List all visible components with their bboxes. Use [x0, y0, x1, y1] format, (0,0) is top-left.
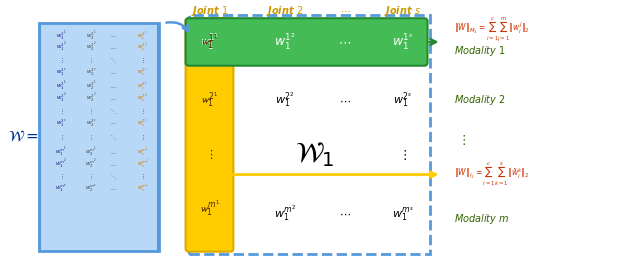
- Text: $w_c^{2^s}$: $w_c^{2^s}$: [138, 117, 148, 129]
- Text: Joint $1$: Joint $1$: [191, 4, 228, 18]
- Text: $w_c^{m^2}$: $w_c^{m^2}$: [137, 158, 149, 171]
- Text: $\vdots$: $\vdots$: [59, 134, 63, 142]
- Text: $w_2^{m^2}$: $w_2^{m^2}$: [85, 158, 97, 171]
- Text: $\vdots$: $\vdots$: [88, 172, 93, 181]
- Text: $\ddots$: $\ddots$: [111, 56, 117, 65]
- Text: $\vdots$: $\vdots$: [205, 148, 214, 161]
- Text: $\ddots$: $\ddots$: [111, 107, 117, 116]
- Text: $w_1^{1^s}$: $w_1^{1^s}$: [56, 67, 67, 78]
- Text: $\vdots$: $\vdots$: [457, 133, 466, 147]
- FancyBboxPatch shape: [186, 18, 234, 252]
- Text: $\|W\|_{M_1}=\sum_{i=1}^{c}\sum_{j=1}^{m}\|w_i^j\|_2$: $\|W\|_{M_1}=\sum_{i=1}^{c}\sum_{j=1}^{m…: [454, 15, 531, 43]
- Text: $w_1^{m^s}$: $w_1^{m^s}$: [392, 205, 413, 223]
- Text: $w_2^{1^2}$: $w_2^{1^2}$: [86, 41, 97, 54]
- Text: $w_1^{2^2}$: $w_1^{2^2}$: [56, 92, 67, 105]
- Text: $w_1^{2^1}$: $w_1^{2^1}$: [56, 80, 67, 93]
- Text: $w_1^{1^2}$: $w_1^{1^2}$: [56, 41, 67, 54]
- Text: $\cdots$: $\cdots$: [339, 209, 351, 219]
- Text: $w_c^{m^s}$: $w_c^{m^s}$: [137, 183, 148, 194]
- Text: $w_2^{2^s}$: $w_2^{2^s}$: [86, 117, 96, 129]
- Text: $\vdots$: $\vdots$: [88, 107, 93, 116]
- Text: $\mathcal{W}=$: $\mathcal{W}=$: [8, 129, 38, 145]
- Text: $w_1^{1^2}$: $w_1^{1^2}$: [275, 32, 296, 52]
- Text: $\cdots$: $\cdots$: [111, 186, 117, 191]
- Text: $\vdots$: $\vdots$: [59, 56, 63, 65]
- Text: $w_c^{2^1}$: $w_c^{2^1}$: [138, 80, 148, 93]
- Text: $\mathcal{w}_1^{1^1}$: $\mathcal{w}_1^{1^1}$: [200, 33, 218, 51]
- Text: $\vdots$: $\vdots$: [88, 56, 93, 65]
- Text: $w_1^{m^2}$: $w_1^{m^2}$: [274, 205, 296, 223]
- Text: $\vdots$: $\vdots$: [140, 56, 145, 65]
- Text: Modality $2$: Modality $2$: [454, 93, 506, 107]
- Text: $\vdots$: $\vdots$: [140, 134, 145, 142]
- Text: $w_1^{m^1}$: $w_1^{m^1}$: [55, 146, 67, 159]
- Text: $\cdots$: $\cdots$: [111, 70, 117, 75]
- Text: $\cdots$: $\cdots$: [111, 84, 117, 89]
- Text: $\vdots$: $\vdots$: [59, 107, 63, 116]
- Text: $\ddots$: $\ddots$: [111, 172, 117, 181]
- Text: $\cdots$: $\cdots$: [111, 96, 117, 101]
- Text: $\cdots$: $\cdots$: [339, 95, 351, 105]
- Text: $\ddots$: $\ddots$: [111, 134, 117, 142]
- Text: $\vdots$: $\vdots$: [59, 172, 63, 181]
- Text: $\vdots$: $\vdots$: [398, 148, 407, 162]
- Text: $\mathcal{w}_1^{1^1}$: $\mathcal{w}_1^{1^1}$: [200, 32, 220, 52]
- Text: $w_c^{m^1}$: $w_c^{m^1}$: [137, 146, 149, 159]
- Text: $w_c^{1^2}$: $w_c^{1^2}$: [138, 41, 148, 54]
- Text: $\cdots$: $\cdots$: [111, 34, 117, 39]
- Text: Modality $m$: Modality $m$: [454, 212, 510, 226]
- Text: $w_c^{1^s}$: $w_c^{1^s}$: [138, 67, 148, 78]
- Text: $\vdots$: $\vdots$: [140, 107, 145, 116]
- FancyBboxPatch shape: [39, 23, 159, 251]
- Text: $w_2^{m^1}$: $w_2^{m^1}$: [85, 146, 97, 159]
- Text: $w_c^{1^1}$: $w_c^{1^1}$: [138, 29, 148, 42]
- Text: $w_1^{2^2}$: $w_1^{2^2}$: [275, 91, 295, 110]
- Text: $w_1^{1^s}$: $w_1^{1^s}$: [392, 32, 413, 52]
- Text: $w_2^{1^s}$: $w_2^{1^s}$: [86, 67, 96, 78]
- Text: $\mathcal{W}_1$: $\mathcal{W}_1$: [295, 140, 335, 169]
- Text: $\mathcal{w}_1^{m^1}$: $\mathcal{w}_1^{m^1}$: [199, 200, 220, 218]
- Text: $w_1^{m^s}$: $w_1^{m^s}$: [55, 183, 67, 194]
- Text: $\cdots$: $\cdots$: [111, 162, 117, 167]
- Text: $w_1^{1^1}$: $w_1^{1^1}$: [56, 29, 67, 42]
- Text: $w_1^{2^s}$: $w_1^{2^s}$: [393, 91, 412, 110]
- Text: $w_2^{2^2}$: $w_2^{2^2}$: [86, 92, 97, 105]
- Text: $w_1^{m^2}$: $w_1^{m^2}$: [55, 158, 67, 171]
- Text: $\cdots$: $\cdots$: [111, 150, 117, 155]
- Text: $w_2^{1^1}$: $w_2^{1^1}$: [86, 29, 97, 42]
- Text: $\cdots$: $\cdots$: [340, 6, 350, 16]
- Text: $\cdots$: $\cdots$: [339, 35, 351, 48]
- Text: $\cdots$: $\cdots$: [111, 45, 117, 50]
- Text: $\cdots$: $\cdots$: [111, 121, 117, 125]
- Text: Joint $s$: Joint $s$: [384, 4, 421, 18]
- Text: Modality $1$: Modality $1$: [454, 44, 506, 58]
- Text: $w_c^{2^2}$: $w_c^{2^2}$: [138, 92, 148, 105]
- Text: $\mathcal{w}_1^{2^1}$: $\mathcal{w}_1^{2^1}$: [200, 91, 218, 110]
- Text: $\|W\|_{l_1}=\sum_{i=1}^{c}\sum_{k=1}^{s}\|\tilde{w}_i^k\|_2$: $\|W\|_{l_1}=\sum_{i=1}^{c}\sum_{k=1}^{s…: [454, 161, 530, 188]
- FancyBboxPatch shape: [186, 18, 428, 66]
- Text: $w_2^{m^s}$: $w_2^{m^s}$: [85, 183, 97, 194]
- Text: Joint $2$: Joint $2$: [266, 4, 304, 18]
- Text: $\vdots$: $\vdots$: [140, 172, 145, 181]
- Text: $w_1^{2^s}$: $w_1^{2^s}$: [56, 117, 67, 129]
- Text: $w_2^{2^1}$: $w_2^{2^1}$: [86, 80, 97, 93]
- Text: $\vdots$: $\vdots$: [88, 134, 93, 142]
